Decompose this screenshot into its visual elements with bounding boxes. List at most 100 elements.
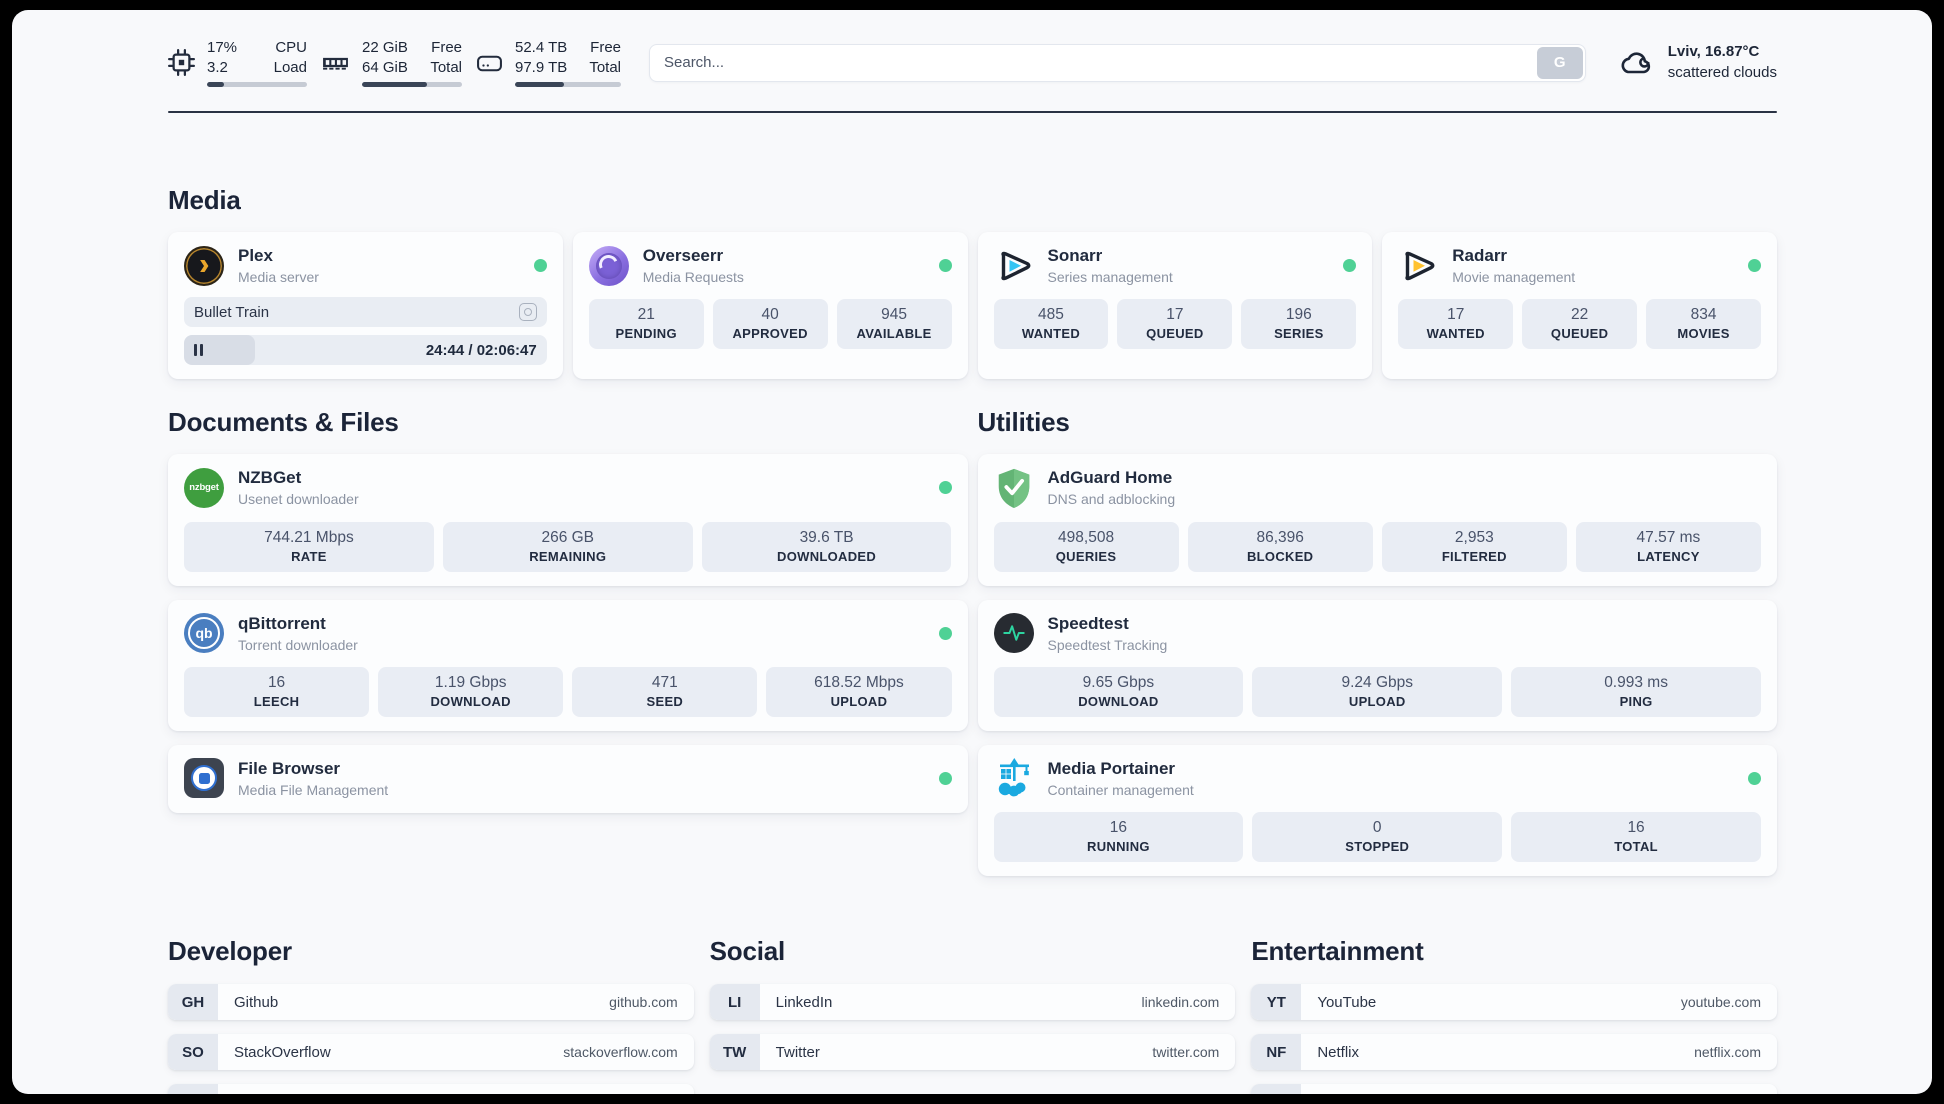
pause-button[interactable] (194, 344, 203, 357)
playback-time: 24:44 / 02:06:47 (425, 341, 537, 359)
app-card-overseerr[interactable]: Overseerr Media Requests 21 PENDING 40 APP… (572, 232, 968, 380)
memory-stat-widget: 22 GiB 64 GiB Free Total (321, 38, 462, 87)
link-row-youtube[interactable]: YT YouTube youtube.com (1251, 984, 1777, 1021)
link-name: YouTube (1317, 993, 1377, 1011)
section-title-developer: Developer (168, 936, 292, 967)
stat-box: 266 GB REMAINING (442, 521, 693, 572)
cpu-stat-widget: 17% 3.2 CPU Load (168, 38, 307, 87)
link-row-linkedin[interactable]: LI LinkedIn linkedin.com (709, 984, 1236, 1021)
stat-box: 9.65 Gbps DOWNLOAD (993, 666, 1244, 717)
plex-icon (184, 245, 224, 286)
stat-box: 196 SERIES (1241, 299, 1357, 350)
disk-total-label: Total (589, 58, 621, 76)
cpu-progress-bar (207, 82, 307, 87)
link-abbr: TW (709, 1034, 760, 1071)
cpu-label2: Load (273, 58, 307, 76)
stat-box: 0.993 ms PING (1511, 666, 1761, 717)
section-title-entertainment: Entertainment (1251, 936, 1424, 967)
app-description: Torrent downloader (238, 636, 358, 653)
link-name: Twitter (775, 1043, 820, 1061)
now-playing-bar: Bullet Train (184, 297, 547, 328)
nzbget-icon: nzbget (184, 467, 224, 508)
stat-box: 485 WANTED (993, 299, 1109, 350)
stat-box: 9.24 Gbps UPLOAD (1252, 666, 1503, 717)
weather-widget: Lviv, 16.87°C scattered clouds (1618, 42, 1777, 83)
stat-box: 16 RUNNING (993, 812, 1244, 863)
app-card-portainer[interactable]: Media Portainer Container management 16 R… (977, 744, 1777, 877)
link-abbr: RE (1251, 1084, 1302, 1094)
search-input[interactable] (652, 54, 1537, 71)
app-description: Speedtest Tracking (1047, 636, 1168, 653)
ram-free-label: Free (431, 39, 462, 56)
link-url: github.com (609, 994, 678, 1011)
link-row-twitter[interactable]: TW Twitter twitter.com (709, 1034, 1236, 1071)
entertainment-section: Entertainment YT YouTube youtube.com NF … (1251, 936, 1777, 1094)
stat-box: 744.21 Mbps RATE (184, 521, 434, 572)
status-online-dot (938, 771, 952, 785)
search-engine-button[interactable]: G (1536, 46, 1583, 79)
ram-progress-bar (362, 82, 462, 87)
app-card-adguard[interactable]: AdGuard Home DNS and adblocking 498,508 Q… (977, 454, 1777, 586)
app-card-filebrowser[interactable]: File Browser Media File Management (168, 744, 968, 814)
disk-progress-bar (515, 82, 621, 87)
app-card-qbittorrent[interactable]: qb qBittorrent Torrent downloader 16 LEEC… (168, 599, 968, 731)
app-name: Speedtest (1047, 613, 1129, 633)
adguard-icon (994, 468, 1034, 508)
developer-section: Developer GH Github github.com SO StackO… (168, 936, 694, 1094)
app-card-plex[interactable]: Plex Media server Bullet Train 24:44 / 0… (168, 232, 563, 380)
link-name: Netflix (1317, 1043, 1360, 1061)
status-online-dot (1748, 259, 1761, 273)
cpu-value-load: 3.2 (207, 58, 228, 76)
stat-box: 471 SEED (572, 666, 758, 717)
weather-condition: scattered clouds (1667, 63, 1777, 81)
link-row-dev[interactable]: DT DEV dev.to (168, 1084, 694, 1094)
link-row-stackoverflow[interactable]: SO StackOverflow stackoverflow.com (168, 1034, 694, 1071)
stat-box: 22 QUEUED (1522, 299, 1638, 350)
link-row-github[interactable]: GH Github github.com (168, 984, 694, 1021)
ram-free-value: 22 GiB (362, 39, 408, 56)
dashboard-window: 17% 3.2 CPU Load 22 GiB 64 GiB Free (12, 10, 1932, 1094)
section-title-documents: Documents & Files (168, 407, 399, 438)
link-name: LinkedIn (775, 993, 833, 1011)
stat-box: 86,396 BLOCKED (1187, 521, 1373, 572)
stat-box: 618.52 Mbps UPLOAD (766, 666, 952, 717)
link-url: twitter.com (1152, 1044, 1220, 1061)
stat-box: 834 MOVIES (1646, 299, 1762, 350)
social-section: Social LI LinkedIn linkedin.com TW Twitt… (709, 936, 1236, 1094)
app-name: Plex (238, 246, 273, 265)
link-url: linkedin.com (1141, 994, 1220, 1011)
app-card-radarr[interactable]: Radarr Movie management 17 WANTED 22 QUEUE… (1382, 232, 1777, 380)
ram-total-value: 64 GiB (362, 58, 408, 76)
sonarr-icon (994, 246, 1034, 286)
app-description: Media Requests (642, 269, 744, 286)
stat-box: 1.19 Gbps DOWNLOAD (378, 666, 564, 717)
app-description: Movie management (1452, 269, 1576, 286)
link-abbr: LI (709, 984, 760, 1021)
app-card-sonarr[interactable]: Sonarr Series management 485 WANTED 17 QUE… (977, 232, 1373, 380)
disk-icon (476, 51, 503, 75)
app-card-nzbget[interactable]: nzbget NZBGet Usenet downloader 744.21 M… (168, 454, 968, 586)
app-name: Radarr (1452, 246, 1508, 265)
link-abbr: DT (168, 1084, 218, 1094)
playback-seek-bar[interactable]: 24:44 / 02:06:47 (184, 335, 547, 366)
stat-box: 945 AVAILABLE (836, 299, 952, 350)
header-divider (168, 111, 1777, 113)
status-online-dot (533, 259, 547, 273)
ram-total-label: Total (430, 58, 462, 76)
stat-box: 21 PENDING (588, 299, 704, 350)
stat-box: 2,953 FILTERED (1381, 521, 1567, 572)
stat-box: 16 TOTAL (1511, 812, 1761, 863)
app-name: qBittorrent (238, 613, 326, 633)
section-title-media: Media (168, 185, 241, 215)
stat-box: 17 WANTED (1398, 299, 1514, 350)
stat-box: 17 QUEUED (1117, 299, 1233, 350)
stat-box: 0 STOPPED (1252, 812, 1503, 863)
app-card-speedtest[interactable]: Speedtest Speedtest Tracking 9.65 Gbps DO… (977, 599, 1777, 731)
status-online-dot (938, 259, 952, 273)
link-row-netflix[interactable]: NF Netflix netflix.com (1251, 1034, 1777, 1071)
disk-stat-widget: 52.4 TB 97.9 TB Free Total (476, 38, 621, 87)
app-description: Usenet downloader (238, 491, 359, 508)
video-indicator-icon (518, 303, 537, 322)
cloud-icon (1618, 48, 1656, 78)
link-row-reddit[interactable]: RE Reddit reddit.com (1251, 1084, 1777, 1094)
